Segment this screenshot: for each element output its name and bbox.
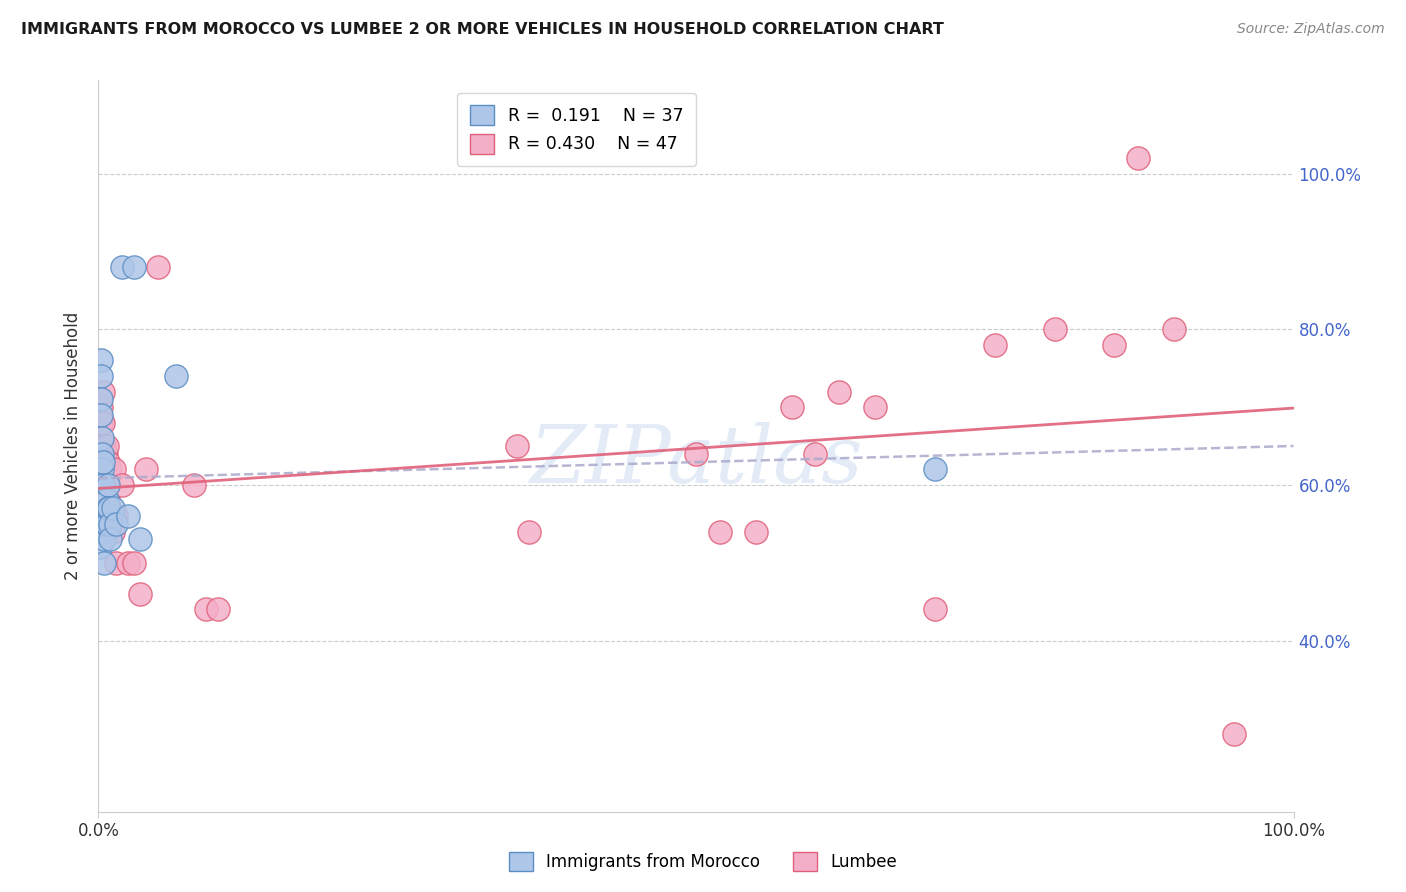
- Text: ZIPatlas: ZIPatlas: [529, 422, 863, 500]
- Point: [1223, 727, 1246, 741]
- Point: [105, 556, 128, 570]
- Point: [94, 493, 117, 508]
- Point: [924, 602, 946, 616]
- Y-axis label: 2 or more Vehicles in Household: 2 or more Vehicles in Household: [65, 312, 83, 580]
- Point: [90, 368, 112, 383]
- Point: [1043, 322, 1066, 336]
- Point: [1163, 322, 1185, 336]
- Point: [148, 260, 170, 274]
- Point: [91, 384, 114, 399]
- Point: [183, 478, 205, 492]
- Point: [91, 416, 114, 430]
- Point: [97, 478, 120, 492]
- Legend: Immigrants from Morocco, Lumbee: Immigrants from Morocco, Lumbee: [501, 843, 905, 880]
- Point: [93, 509, 115, 524]
- Point: [94, 516, 117, 531]
- Point: [97, 493, 120, 508]
- Point: [709, 524, 731, 539]
- Point: [90, 353, 112, 368]
- Point: [93, 493, 115, 508]
- Point: [924, 462, 946, 476]
- Point: [135, 462, 157, 476]
- Point: [90, 408, 112, 422]
- Point: [91, 447, 114, 461]
- Point: [165, 368, 187, 383]
- Point: [98, 501, 121, 516]
- Point: [97, 501, 120, 516]
- Point: [90, 392, 112, 407]
- Point: [111, 478, 134, 492]
- Point: [93, 439, 115, 453]
- Text: IMMIGRANTS FROM MOROCCO VS LUMBEE 2 OR MORE VEHICLES IN HOUSEHOLD CORRELATION CH: IMMIGRANTS FROM MOROCCO VS LUMBEE 2 OR M…: [21, 22, 943, 37]
- Point: [129, 587, 152, 601]
- Point: [94, 447, 117, 461]
- Point: [828, 384, 851, 399]
- Point: [93, 556, 115, 570]
- Point: [90, 416, 112, 430]
- Point: [98, 533, 122, 547]
- Text: Source: ZipAtlas.com: Source: ZipAtlas.com: [1237, 22, 1385, 37]
- Point: [101, 501, 124, 516]
- Point: [506, 439, 529, 453]
- Point: [93, 462, 115, 476]
- Point: [207, 602, 229, 616]
- Point: [745, 524, 768, 539]
- Point: [91, 516, 114, 531]
- Point: [1104, 338, 1126, 352]
- Legend: R =  0.191    N = 37, R = 0.430    N = 47: R = 0.191 N = 37, R = 0.430 N = 47: [457, 93, 696, 166]
- Point: [865, 400, 887, 414]
- Point: [91, 478, 114, 492]
- Point: [89, 493, 111, 508]
- Point: [89, 462, 111, 476]
- Point: [101, 524, 124, 539]
- Point: [105, 509, 128, 524]
- Point: [96, 493, 118, 508]
- Point: [98, 516, 122, 531]
- Point: [124, 556, 146, 570]
- Point: [91, 431, 114, 445]
- Point: [91, 501, 114, 516]
- Point: [111, 260, 134, 274]
- Point: [93, 533, 115, 547]
- Point: [91, 501, 114, 516]
- Point: [91, 454, 114, 468]
- Point: [98, 501, 121, 516]
- Point: [94, 478, 117, 492]
- Point: [91, 478, 114, 492]
- Point: [517, 524, 540, 539]
- Point: [97, 454, 120, 468]
- Point: [91, 439, 114, 453]
- Point: [90, 400, 112, 414]
- Point: [685, 447, 707, 461]
- Point: [96, 439, 118, 453]
- Point: [98, 524, 121, 539]
- Point: [98, 462, 122, 476]
- Point: [1128, 151, 1150, 165]
- Point: [117, 509, 139, 524]
- Point: [105, 516, 128, 531]
- Point: [96, 516, 118, 531]
- Point: [124, 260, 146, 274]
- Point: [129, 533, 152, 547]
- Point: [984, 338, 1007, 352]
- Point: [91, 462, 114, 476]
- Point: [98, 509, 122, 524]
- Point: [91, 524, 114, 539]
- Point: [195, 602, 218, 616]
- Point: [103, 462, 125, 476]
- Point: [117, 556, 139, 570]
- Point: [780, 400, 803, 414]
- Point: [96, 478, 118, 492]
- Point: [804, 447, 827, 461]
- Point: [89, 540, 111, 554]
